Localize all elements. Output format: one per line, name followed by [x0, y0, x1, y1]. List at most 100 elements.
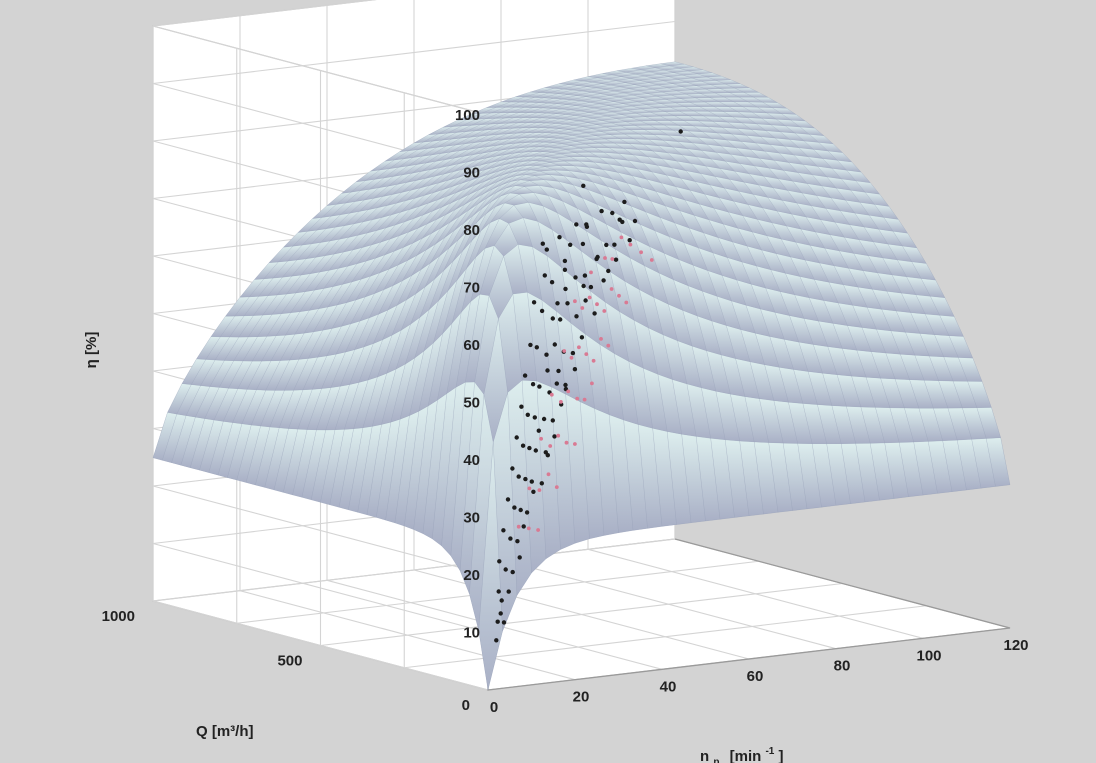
scatter-point-pink [564, 440, 569, 445]
surface-patch [846, 406, 871, 444]
surface-patch [537, 108, 561, 114]
surface-patch [478, 174, 503, 190]
surface-patch [512, 165, 536, 173]
surface-patch [443, 231, 468, 271]
surface-patch [500, 142, 525, 151]
surface-patch [600, 143, 624, 149]
surface-patch [269, 246, 293, 263]
surface-patch [493, 166, 518, 179]
surface-patch [291, 257, 316, 277]
surface-patch [736, 280, 761, 309]
surface-patch [690, 102, 715, 107]
x-tick-label: 20 [573, 689, 590, 706]
surface-patch [763, 176, 788, 191]
surface-patch [849, 224, 874, 242]
surface-patch [887, 244, 912, 262]
surface-patch [321, 203, 346, 218]
surface-patch [546, 109, 571, 114]
surface-patch [609, 147, 634, 155]
surface-patch [697, 316, 722, 355]
surface-patch [844, 237, 869, 256]
surface-patch [885, 353, 910, 380]
surface-patch [446, 137, 470, 147]
surface-patch [190, 418, 214, 471]
surface-patch [841, 443, 865, 504]
surface-patch [784, 339, 809, 372]
z-tick-label: 10 [463, 625, 480, 642]
surface-patch [619, 138, 644, 145]
surface-patch [588, 110, 613, 115]
surface-patch [348, 426, 373, 513]
surface-patch [860, 407, 885, 444]
surface-patch [901, 293, 926, 314]
surface-patch [305, 270, 329, 292]
scatter-point-black [510, 466, 515, 471]
surface-patch [602, 70, 627, 75]
surface-patch [402, 163, 427, 175]
surface-patch [630, 257, 654, 298]
surface-patch [514, 147, 538, 154]
surface-patch [478, 442, 503, 690]
surface-patch [459, 141, 484, 151]
surface-patch [542, 148, 566, 153]
surface-patch [414, 300, 439, 359]
mesh-line [469, 292, 992, 594]
surface-patch [351, 258, 376, 282]
surface-patch [567, 91, 591, 96]
surface-patch [732, 117, 757, 124]
surface-patch [576, 279, 600, 345]
surface-patch [452, 172, 476, 187]
surface-patch [915, 294, 940, 316]
mesh-line [245, 96, 769, 483]
surface-patch [388, 243, 413, 270]
mesh-line [348, 147, 871, 510]
surface-patch [411, 244, 436, 276]
surface-patch [775, 312, 799, 343]
surface-patch [675, 102, 700, 107]
surface-patch [498, 117, 523, 124]
surface-patch [354, 314, 379, 350]
surface-patch [599, 157, 623, 167]
scatter-point-black [501, 528, 506, 533]
surface-patch [498, 294, 523, 393]
surface-patch [556, 311, 581, 402]
surface-patch [638, 149, 663, 159]
surface-patch [764, 151, 789, 163]
surface-patch [419, 189, 443, 207]
surface-patch [620, 84, 644, 89]
surface-patch [652, 428, 677, 527]
surface-patch [709, 111, 733, 117]
surface-patch [731, 134, 756, 143]
surface-patch [706, 144, 731, 155]
surface-patch [367, 422, 391, 518]
surface-patch [739, 163, 764, 177]
surface-patch [281, 291, 306, 314]
surface-patch [552, 94, 577, 100]
surface-patch [311, 227, 336, 244]
mesh-line [441, 202, 964, 546]
surface-patch [643, 368, 668, 432]
surface-patch [538, 142, 562, 148]
surface-patch [284, 358, 309, 391]
scatter-point-black [540, 241, 545, 246]
surface-patch [446, 180, 471, 197]
surface-patch [730, 394, 755, 442]
surface-patch [171, 415, 196, 466]
surface-patch [710, 159, 735, 172]
surface-patch [481, 107, 506, 114]
surface-patch [696, 436, 720, 521]
surface-patch [403, 223, 428, 248]
surface-patch [302, 228, 326, 246]
surface-patch [579, 108, 604, 113]
y-tick-label: 1000 [102, 608, 135, 625]
surface-patch [298, 330, 323, 360]
surface-patch [486, 148, 511, 159]
surface-patch [670, 106, 695, 112]
surface-patch [428, 323, 452, 406]
scatter-point-black [498, 611, 503, 616]
surface-patch [421, 159, 445, 172]
scatter-point-black [678, 129, 683, 134]
surface-patch [491, 143, 516, 152]
surface-patch [436, 138, 461, 148]
surface-patch [307, 216, 332, 232]
